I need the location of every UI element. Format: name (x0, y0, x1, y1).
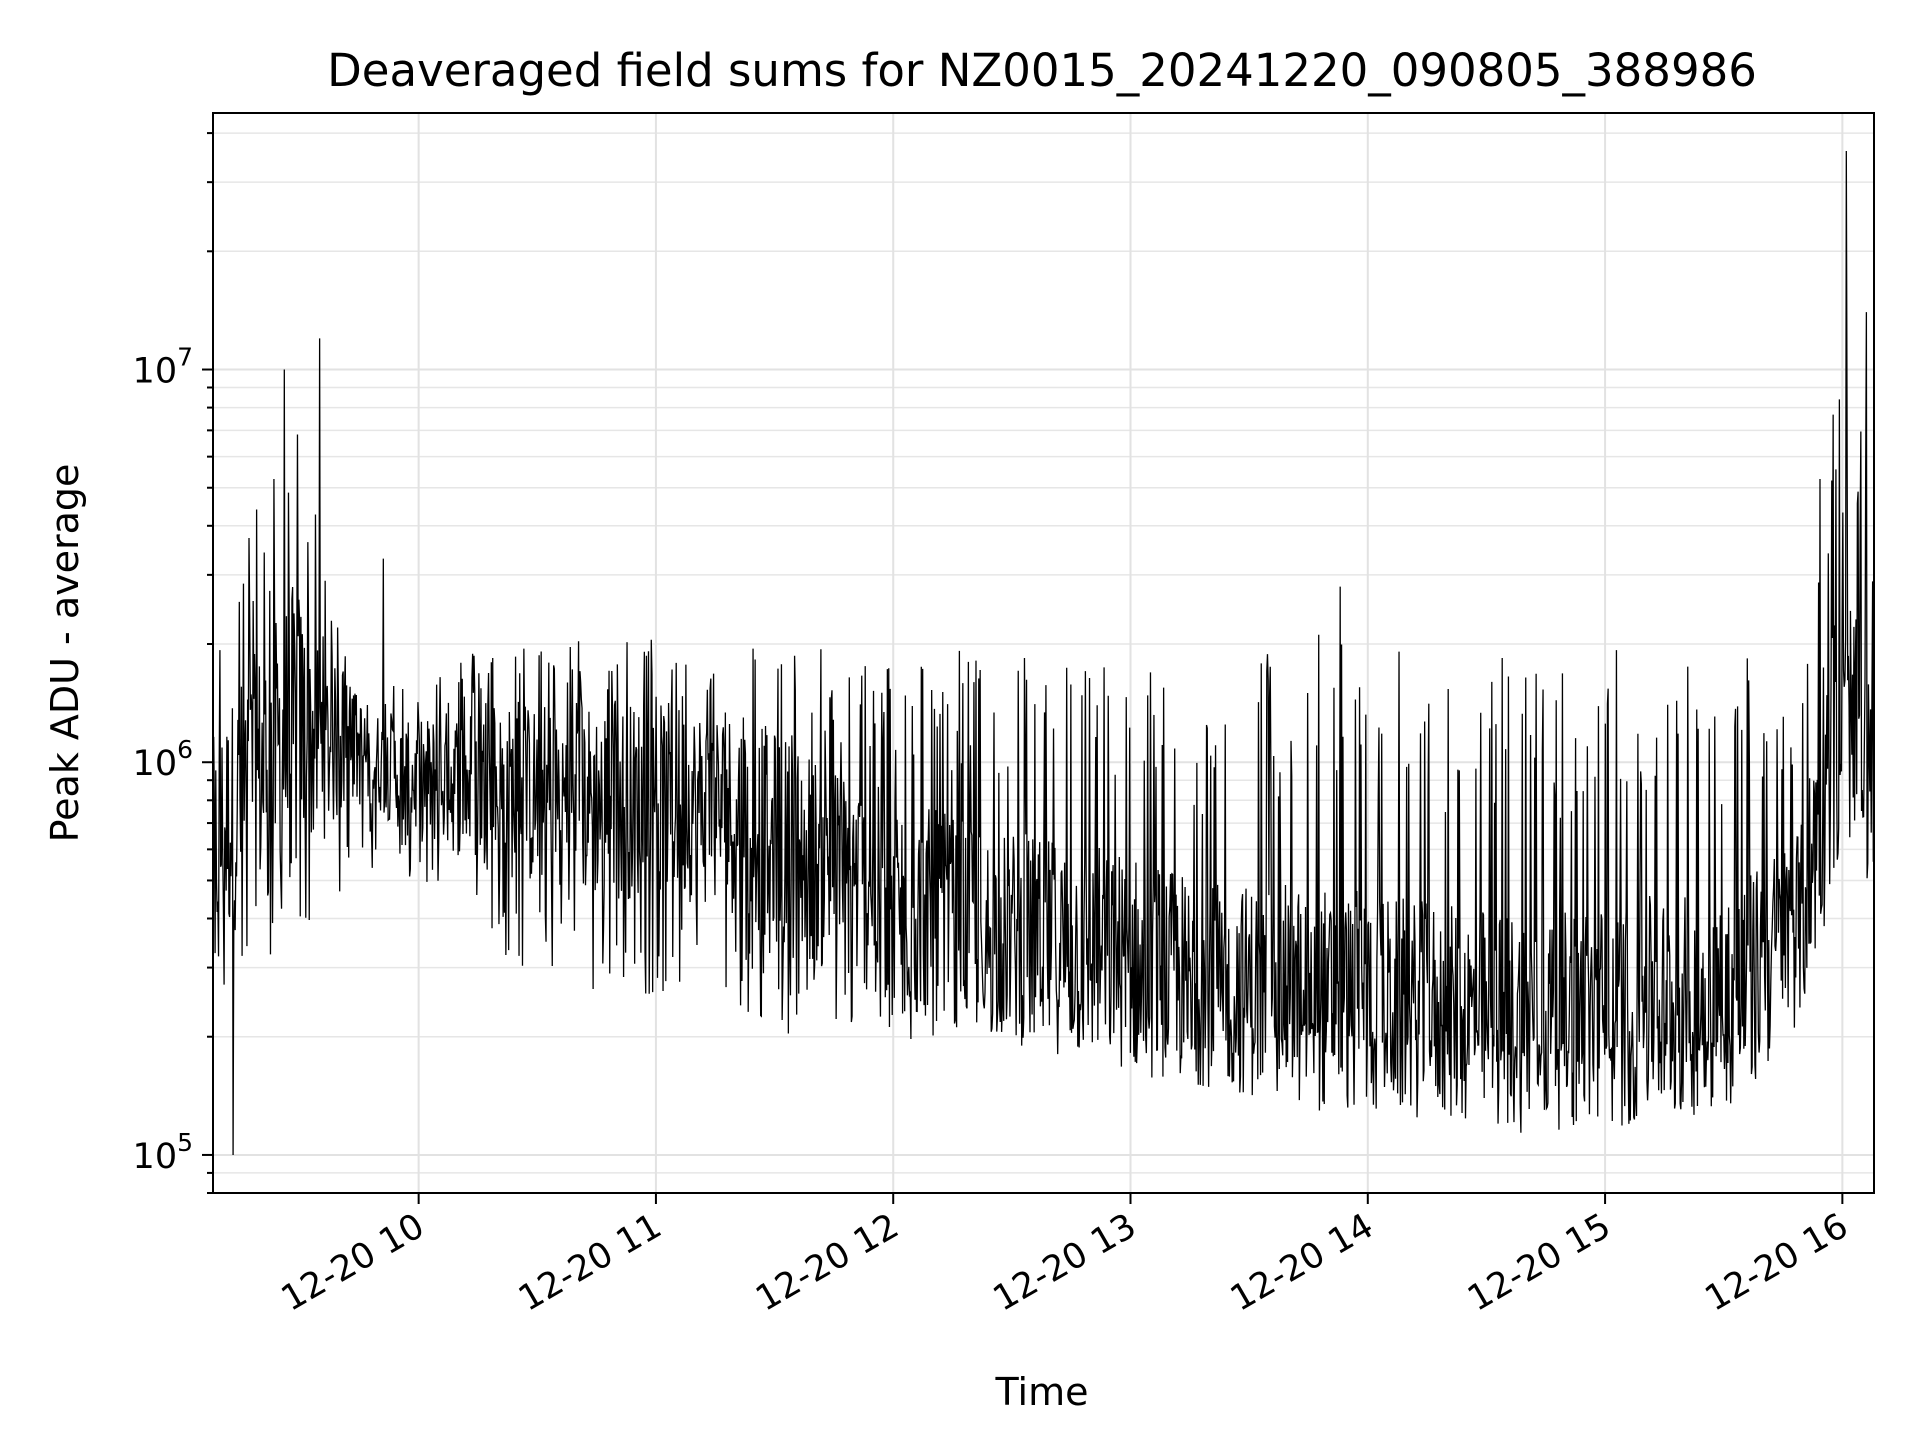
y-axis-label: Peak ADU - average (43, 464, 87, 843)
grid (213, 113, 1874, 1194)
y-tick-exponent: 6 (177, 735, 193, 764)
x-tick-label: 12-20 13 (987, 1206, 1143, 1319)
data-series (212, 151, 1875, 1155)
plot-frame (212, 112, 1875, 1194)
y-tick-base: 10 (133, 352, 178, 392)
y-tick-base: 10 (133, 1137, 178, 1177)
y-tick-base: 10 (133, 744, 178, 784)
y-tick-exponent: 7 (177, 343, 193, 372)
y-tick-label: 107 (133, 343, 193, 392)
series-line (212, 151, 1875, 1155)
chart-title: Deaveraged field sums for NZ0015_2024122… (327, 44, 1757, 97)
x-tick-label: 12-20 10 (275, 1206, 431, 1319)
x-axis-label: Time (995, 1370, 1089, 1414)
x-tick-label: 12-20 11 (512, 1206, 668, 1319)
x-tick-label: 12-20 16 (1699, 1206, 1855, 1319)
x-axis: 12-20 10 12-20 11 12-20 12 12-20 13 12-20 14… (275, 1193, 1855, 1319)
y-tick-label: 106 (133, 735, 193, 784)
x-tick-label: 12-20 14 (1224, 1206, 1380, 1319)
y-tick-label: 105 (133, 1128, 193, 1177)
x-tick-label: 12-20 12 (749, 1206, 905, 1319)
x-tick-label: 12-20 15 (1461, 1206, 1617, 1319)
y-tick-exponent: 5 (177, 1128, 193, 1157)
